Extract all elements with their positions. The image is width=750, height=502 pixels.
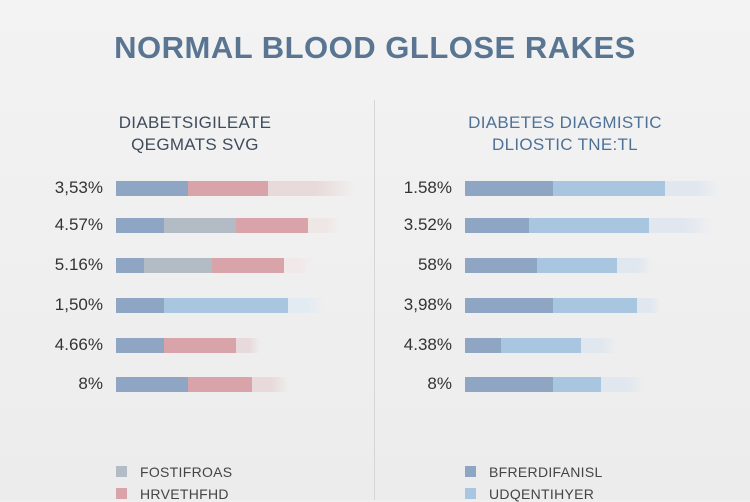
right-row-label: 1.58% xyxy=(403,178,452,197)
left-bar-segment xyxy=(164,218,236,233)
left-bar-segment xyxy=(116,218,164,233)
left-legend-label: HRVETHFHD xyxy=(140,486,229,502)
left-bar-segment xyxy=(188,377,252,392)
right-bar-segment xyxy=(553,377,601,392)
left-row-label: 8% xyxy=(78,374,103,393)
right-bar-segment xyxy=(617,258,653,273)
left-bar-segment xyxy=(164,338,236,353)
right-legend-label: BFRERDIFANISL xyxy=(489,464,603,480)
right-bar-segment xyxy=(553,181,665,196)
panel-divider xyxy=(374,100,375,500)
left-bar-segment xyxy=(284,258,312,273)
left-legend-label: FOSTIFROAS xyxy=(140,464,233,480)
right-bar-segment xyxy=(465,338,501,353)
left-bar-segment xyxy=(212,258,284,273)
right-row-label: 58% xyxy=(417,255,452,274)
right-bar-segment xyxy=(465,181,553,196)
left-bar-segment xyxy=(116,258,144,273)
right-row-label: 3,98% xyxy=(403,295,452,314)
right-legend-swatch xyxy=(465,488,476,499)
right-bar-segment xyxy=(465,218,529,233)
left-row-label: 5.16% xyxy=(54,255,103,274)
left-row-label: 4.66% xyxy=(54,335,103,354)
left-panel-title-line-1: DIABETSIGILEATE xyxy=(118,113,272,132)
chart-title: NORMAL BLOOD GLLOSE RAKES xyxy=(114,30,636,65)
left-bar-segment xyxy=(308,218,340,233)
left-legend-swatch xyxy=(116,466,127,477)
left-legend-swatch xyxy=(116,488,127,499)
left-bar-segment xyxy=(236,218,308,233)
left-bar-segment xyxy=(252,377,288,392)
right-bar-segment xyxy=(465,377,553,392)
left-bar-segment xyxy=(288,298,324,313)
right-bar-segment xyxy=(637,298,661,313)
right-bar-segment xyxy=(665,181,721,196)
left-row-label: 1,50% xyxy=(54,295,103,314)
left-bar-segment xyxy=(116,377,188,392)
left-bar-segment xyxy=(116,298,164,313)
right-bar-segment xyxy=(465,298,553,313)
right-legend-swatch xyxy=(465,466,476,477)
right-bar-segment xyxy=(501,338,581,353)
right-panel-title-line-1: DIABETES DIAGMISTIC xyxy=(468,113,662,132)
left-panel-title: DIABETSIGILEATE QEGMATS SVG xyxy=(60,112,330,156)
left-bar-segment xyxy=(116,338,164,353)
left-bar-segment xyxy=(164,298,244,313)
right-row-label: 8% xyxy=(427,374,452,393)
left-bar-segment xyxy=(236,338,260,353)
left-row-label: 3,53% xyxy=(54,178,103,197)
left-bar-segment xyxy=(116,181,188,196)
right-row-label: 4.38% xyxy=(403,335,452,354)
right-bar-segment xyxy=(601,377,645,392)
right-row-label: 3.52% xyxy=(403,215,452,234)
right-legend-label: UDQENTIHYER xyxy=(489,486,595,502)
left-panel-title-line-2: QEGMATS SVG xyxy=(131,135,259,154)
right-bar-segment xyxy=(581,338,617,353)
right-bar-segment xyxy=(529,218,649,233)
right-bar-segment xyxy=(649,218,713,233)
right-bar-segment xyxy=(537,258,617,273)
left-bar-segment xyxy=(144,258,212,273)
right-bar-segment xyxy=(465,258,537,273)
left-bar-segment xyxy=(244,298,288,313)
right-bar-segment xyxy=(553,298,637,313)
right-panel-title: DIABETES DIAGMISTIC DLIOSTIC TNE:TL xyxy=(420,112,710,156)
left-bar-segment xyxy=(268,181,356,196)
right-panel-title-line-2: DLIOSTIC TNE:TL xyxy=(492,135,638,154)
left-bar-segment xyxy=(188,181,268,196)
left-row-label: 4.57% xyxy=(54,215,103,234)
